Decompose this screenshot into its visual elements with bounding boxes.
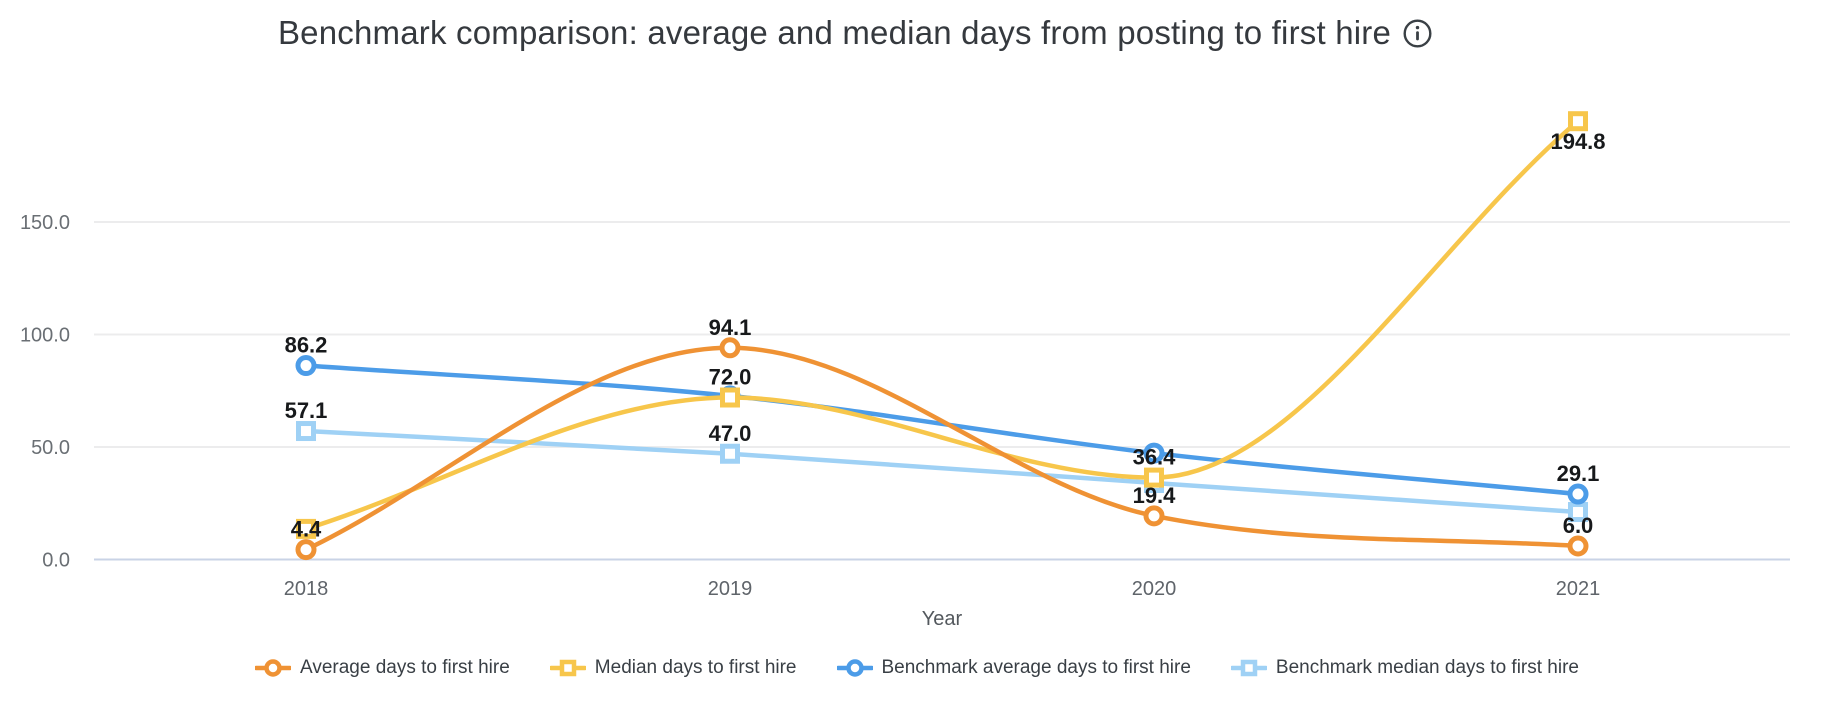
legend-label: Benchmark median days to first hire <box>1275 657 1579 678</box>
data-point-label: 86.2 <box>285 333 328 358</box>
data-point-label: 72.0 <box>709 365 752 390</box>
data-point-marker-median-days-to-first-hire[interactable] <box>1568 111 1588 132</box>
x-tick-label: 2018 <box>284 578 329 600</box>
data-point-label: 94.1 <box>709 315 752 340</box>
legend-item-benchmark-average-days-to-first-hire[interactable]: Benchmark average days to first hire <box>836 656 1191 680</box>
data-point-label: 19.4 <box>1133 483 1177 508</box>
legend-label: Median days to first hire <box>594 657 797 678</box>
data-point-marker-benchmark-average-days-to-first-hire[interactable] <box>1143 442 1165 464</box>
legend-item-average-days-to-first-hire[interactable]: Average days to first hire <box>254 656 510 680</box>
series-line-benchmark-average-days-to-first-hire <box>303 363 1581 497</box>
y-tick-label: 50.0 <box>31 437 70 459</box>
legend-label: Benchmark average days to first hire <box>881 657 1191 678</box>
legend-circle-marker-icon <box>254 659 291 677</box>
data-point-marker-benchmark-median-days-to-first-hire[interactable] <box>296 421 316 442</box>
data-point-label: 29.1 <box>1557 461 1600 486</box>
data-point-marker-benchmark-average-days-to-first-hire[interactable] <box>1567 483 1589 505</box>
data-point-marker-average-days-to-first-hire[interactable] <box>295 539 317 561</box>
series-line-benchmark-median-days-to-first-hire <box>303 428 1581 515</box>
data-point-label: 194.8 <box>1550 129 1605 154</box>
series-line-median-days-to-first-hire <box>303 118 1581 532</box>
data-point-marker-average-days-to-first-hire[interactable] <box>1143 505 1165 527</box>
data-point-label: 57.1 <box>285 398 328 423</box>
y-tick-label: 100.0 <box>20 325 70 347</box>
y-tick-label: 0.0 <box>42 550 70 572</box>
legend-square-marker-icon <box>549 659 586 677</box>
x-tick-label: 2021 <box>1556 578 1601 600</box>
data-point-marker-benchmark-median-days-to-first-hire[interactable] <box>720 443 740 464</box>
y-tick-label: 150.0 <box>20 212 70 234</box>
legend-square-marker-icon <box>1230 659 1267 677</box>
info-icon[interactable] <box>1403 18 1432 48</box>
x-tick-label: 2019 <box>708 578 753 600</box>
x-tick-label: 2020 <box>1132 578 1177 600</box>
data-point-label: 36.4 <box>1133 445 1177 470</box>
data-point-marker-median-days-to-first-hire[interactable] <box>1144 467 1164 488</box>
x-axis-title: Year <box>922 608 963 630</box>
legend-item-benchmark-median-days-to-first-hire[interactable]: Benchmark median days to first hire <box>1230 656 1579 680</box>
chart-legend: Average days to first hire Median days to… <box>0 656 1834 680</box>
series-line-average-days-to-first-hire <box>303 345 1581 552</box>
legend-label: Average days to first hire <box>299 657 510 678</box>
legend-item-median-days-to-first-hire[interactable]: Median days to first hire <box>549 656 797 680</box>
line-chart: 0.0 50.0 100.0 150.0 2018 2019 2020 2021 Year 4.4… <box>20 111 1790 630</box>
data-point-marker-benchmark-average-days-to-first-hire[interactable] <box>295 355 317 377</box>
data-point-label: 6.0 <box>1563 513 1594 538</box>
chart-title: Benchmark comparison: average and median… <box>277 14 1392 51</box>
data-point-marker-median-days-to-first-hire[interactable] <box>720 387 740 408</box>
chart-header: Benchmark comparison: average and median… <box>0 14 1710 52</box>
data-point-label: 4.4 <box>291 517 322 542</box>
legend-circle-marker-icon <box>836 659 873 677</box>
data-point-marker-average-days-to-first-hire[interactable] <box>1567 535 1589 557</box>
data-point-marker-average-days-to-first-hire[interactable] <box>719 337 741 359</box>
data-point-label: 47.0 <box>709 421 752 446</box>
data-point-marker-median-days-to-first-hire[interactable] <box>296 518 316 539</box>
